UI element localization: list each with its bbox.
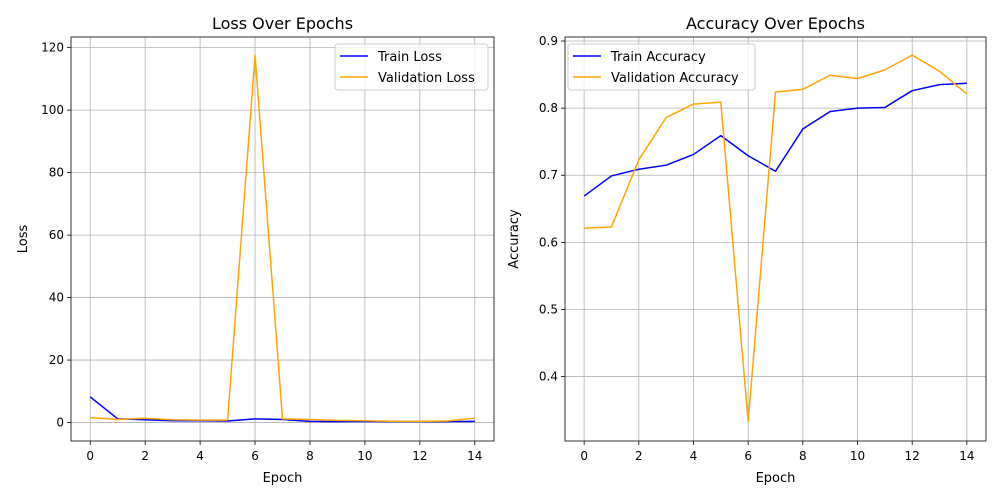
loss-plot-frame (70, 36, 495, 442)
loss-y-tick-label: 40 (49, 291, 64, 305)
loss-validation-line (90, 54, 475, 423)
loss-x-tick-label: 8 (306, 449, 314, 463)
accuracy-legend: Train Accuracy Validation Accuracy (567, 43, 756, 91)
accuracy-x-axis-label: Epoch (756, 471, 796, 486)
accuracy-x-tick-label: 14 (959, 449, 974, 463)
accuracy-y-tick-label: 0.6 (539, 235, 558, 249)
loss-legend: Train Loss Validation Loss (334, 43, 489, 91)
accuracy-x-tick-label: 4 (690, 449, 698, 463)
loss-x-axis-label: Epoch (263, 471, 303, 486)
loss-ticks: 0 2 4 6 8 10 12 14 0 20 40 60 80 100 120 (41, 41, 482, 463)
accuracy-y-tick-label: 0.4 (539, 370, 558, 384)
accuracy-x-tick-label: 6 (744, 449, 752, 463)
accuracy-legend-label-train: Train Accuracy (610, 50, 706, 65)
loss-y-tick-label: 60 (49, 228, 64, 242)
loss-x-tick-label: 2 (141, 449, 149, 463)
loss-y-tick-label: 100 (41, 103, 64, 117)
accuracy-y-tick-label: 0.9 (539, 34, 558, 48)
loss-x-tick-label: 14 (467, 449, 482, 463)
loss-grid (71, 37, 494, 441)
accuracy-x-tick-label: 2 (635, 449, 643, 463)
accuracy-validation-line (584, 54, 968, 423)
loss-x-tick-label: 12 (412, 449, 427, 463)
accuracy-legend-box (567, 43, 756, 91)
accuracy-x-tick-label: 12 (905, 449, 920, 463)
loss-x-tick-label: 4 (196, 449, 204, 463)
loss-y-axis-label: Loss (16, 225, 31, 254)
loss-x-tick-label: 10 (357, 449, 372, 463)
accuracy-train-line (583, 82, 967, 197)
loss-legend-label-train: Train Loss (377, 50, 442, 65)
accuracy-chart: 0 2 4 6 8 10 12 14 0.4 0.5 0.6 0.7 0.8 0.9 Accuracy O… (507, 14, 987, 486)
loss-legend-box (334, 43, 489, 91)
accuracy-plot-frame (564, 36, 987, 442)
accuracy-x-tick-label: 8 (799, 449, 807, 463)
loss-legend-label-validation: Validation Loss (378, 71, 475, 86)
accuracy-legend-label-validation: Validation Accuracy (611, 71, 739, 86)
loss-y-tick-label: 20 (49, 353, 64, 367)
loss-series (89, 54, 475, 423)
loss-x-tick-label: 6 (251, 449, 259, 463)
accuracy-y-tick-label: 0.7 (539, 168, 558, 182)
accuracy-grid (565, 37, 986, 441)
loss-chart-title: Loss Over Epochs (212, 14, 353, 33)
accuracy-y-tick-label: 0.5 (539, 302, 558, 316)
accuracy-x-tick-label: 0 (580, 449, 588, 463)
loss-y-tick-label: 0 (56, 416, 64, 430)
loss-chart: 0 2 4 6 8 10 12 14 0 20 40 60 80 100 120 Loss Over Epo… (16, 14, 495, 486)
loss-x-tick-label: 0 (86, 449, 94, 463)
accuracy-ticks: 0 2 4 6 8 10 12 14 0.4 0.5 0.6 0.7 0.8 0.9 (539, 34, 975, 463)
accuracy-chart-title: Accuracy Over Epochs (686, 14, 865, 33)
accuracy-series (583, 54, 968, 423)
loss-y-tick-label: 80 (49, 166, 64, 180)
accuracy-y-tick-label: 0.8 (539, 101, 558, 115)
accuracy-y-axis-label: Accuracy (507, 209, 522, 269)
loss-y-tick-label: 120 (41, 41, 64, 55)
accuracy-x-tick-label: 10 (850, 449, 865, 463)
